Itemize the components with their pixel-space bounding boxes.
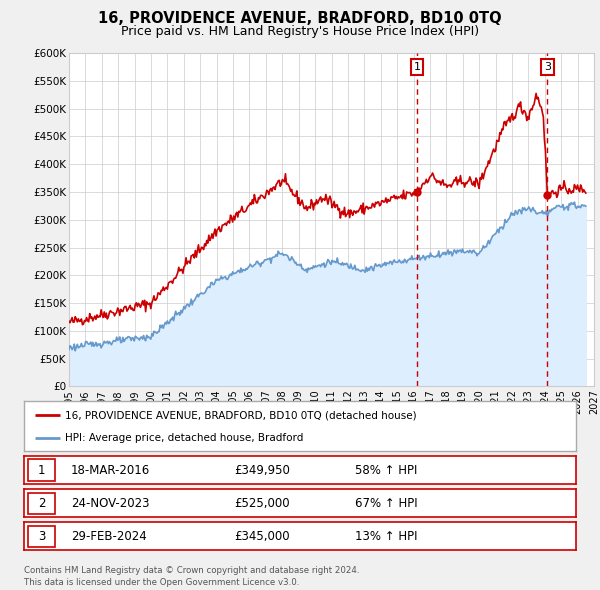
Text: Price paid vs. HM Land Registry's House Price Index (HPI): Price paid vs. HM Land Registry's House … <box>121 25 479 38</box>
FancyBboxPatch shape <box>28 493 55 514</box>
Text: 67% ↑ HPI: 67% ↑ HPI <box>355 497 418 510</box>
Text: 29-FEB-2024: 29-FEB-2024 <box>71 530 146 543</box>
Text: 16, PROVIDENCE AVENUE, BRADFORD, BD10 0TQ (detached house): 16, PROVIDENCE AVENUE, BRADFORD, BD10 0T… <box>65 410 417 420</box>
Text: 1: 1 <box>38 464 46 477</box>
Text: 3: 3 <box>38 530 46 543</box>
Text: 16, PROVIDENCE AVENUE, BRADFORD, BD10 0TQ: 16, PROVIDENCE AVENUE, BRADFORD, BD10 0T… <box>98 11 502 25</box>
FancyBboxPatch shape <box>28 460 55 481</box>
Text: 3: 3 <box>544 62 551 72</box>
Text: 58% ↑ HPI: 58% ↑ HPI <box>355 464 418 477</box>
Text: 2: 2 <box>38 497 46 510</box>
Text: HPI: Average price, detached house, Bradford: HPI: Average price, detached house, Brad… <box>65 433 304 443</box>
Text: £525,000: £525,000 <box>234 497 289 510</box>
Text: Contains HM Land Registry data © Crown copyright and database right 2024.
This d: Contains HM Land Registry data © Crown c… <box>24 566 359 587</box>
Text: £349,950: £349,950 <box>234 464 290 477</box>
Text: 13% ↑ HPI: 13% ↑ HPI <box>355 530 418 543</box>
Text: 1: 1 <box>413 62 421 72</box>
Text: 24-NOV-2023: 24-NOV-2023 <box>71 497 149 510</box>
Text: 18-MAR-2016: 18-MAR-2016 <box>71 464 150 477</box>
FancyBboxPatch shape <box>28 526 55 547</box>
Text: £345,000: £345,000 <box>234 530 289 543</box>
